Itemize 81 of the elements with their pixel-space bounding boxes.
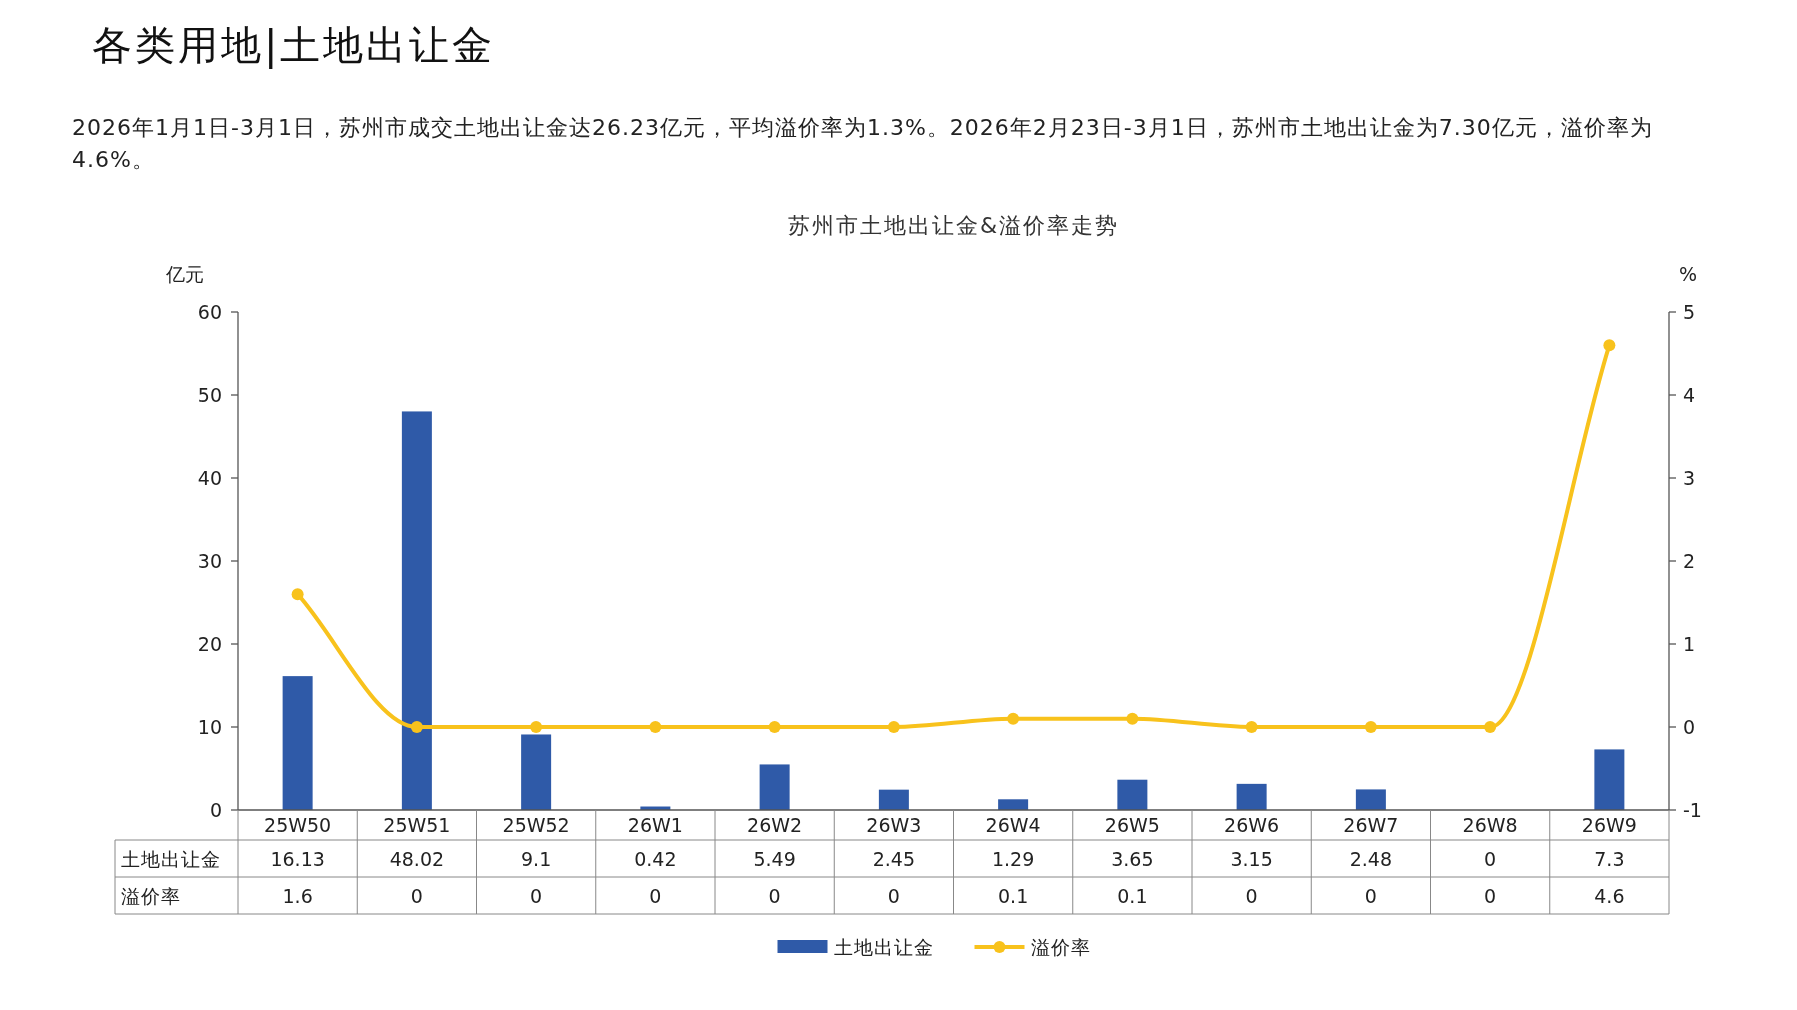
y2-tick-label: 2 (1683, 550, 1696, 572)
x-tick-label: 25W50 (264, 814, 332, 836)
data-label: 5.49 (753, 848, 796, 870)
data-label: 48.02 (389, 848, 445, 870)
bar (1236, 783, 1267, 810)
y-tick-label: 20 (197, 633, 222, 655)
point (649, 721, 662, 733)
x-tick-label: 26W2 (747, 814, 803, 836)
x-tick-label: 26W3 (866, 814, 922, 836)
data-label: 0 (649, 885, 662, 907)
data-label: 0 (768, 885, 781, 907)
y-tick-label: 30 (197, 550, 222, 572)
legend-label: 溢价率 (1030, 936, 1091, 958)
x-tick-label: 26W7 (1343, 814, 1399, 836)
y-tick-label: 50 (197, 384, 222, 406)
bar (1355, 789, 1386, 810)
bar (401, 411, 432, 810)
data-label: 4.6 (1594, 885, 1625, 907)
y-tick-label: 40 (197, 467, 222, 489)
data-label: 0 (1245, 885, 1258, 907)
data-label: 2.45 (872, 848, 916, 870)
point (530, 721, 543, 733)
data-label: 9.1 (521, 848, 552, 870)
x-tick-label: 26W9 (1581, 814, 1637, 836)
data-label: 0 (1364, 885, 1377, 907)
data-label: 16.13 (270, 848, 325, 870)
chart-title: 苏州市土地出让金&溢价率走势 (787, 213, 1120, 238)
y-tick-label: 10 (197, 716, 222, 738)
x-tick-label: 25W51 (383, 814, 451, 836)
point (291, 588, 304, 601)
point (1245, 721, 1258, 733)
point (1007, 712, 1020, 725)
y2-tick-label: 4 (1683, 384, 1696, 406)
point (1364, 721, 1377, 733)
y2-tick-label: 3 (1683, 467, 1696, 489)
data-label: 0.1 (1117, 885, 1148, 907)
bar (1594, 749, 1625, 810)
x-tick-label: 26W5 (1104, 814, 1160, 836)
data-label: 1.6 (282, 885, 313, 907)
y2-axis-title: % (1678, 263, 1698, 285)
data-label: 3.65 (1111, 848, 1154, 870)
x-tick-label: 26W6 (1224, 814, 1280, 836)
text: 土地出让金 (121, 848, 221, 870)
point (768, 721, 781, 733)
bar (1117, 779, 1148, 810)
y-tick-label: 0 (209, 799, 222, 821)
bar (521, 734, 552, 810)
data-label: 0 (887, 885, 900, 907)
x-tick-label: 26W1 (627, 814, 683, 836)
point (1484, 721, 1497, 733)
data-label: 0 (1484, 885, 1497, 907)
y2-tick-label: -1 (1683, 799, 1702, 821)
y2-tick-label: 0 (1683, 716, 1696, 738)
point (1126, 712, 1139, 725)
data-label: 0.1 (998, 885, 1029, 907)
bar (998, 799, 1029, 810)
heading: 各类用地|土地出让金 (92, 21, 496, 71)
legend-label: 土地出让金 (833, 936, 934, 958)
y2-tick-label: 1 (1683, 633, 1696, 655)
data-label: 7.3 (1594, 848, 1625, 870)
x-tick-label: 26W4 (985, 814, 1041, 836)
data-label: 0 (530, 885, 543, 907)
data-label: 1.29 (991, 848, 1035, 870)
y2-tick-label: 5 (1683, 301, 1696, 323)
bar (282, 676, 313, 810)
x-tick-label: 26W8 (1462, 814, 1518, 836)
point (410, 721, 423, 733)
bar (878, 789, 909, 810)
data-label: 3.15 (1230, 848, 1273, 870)
point (1603, 339, 1616, 352)
data-label: 2.48 (1349, 848, 1393, 870)
y-tick-label: 60 (197, 301, 222, 323)
text: 溢价率 (121, 885, 181, 907)
point (887, 721, 900, 733)
data-label: 0 (1484, 848, 1497, 870)
bar (759, 764, 790, 810)
data-label: 0 (410, 885, 423, 907)
y-axis-title: 亿元 (165, 263, 204, 285)
x-tick-label: 25W52 (502, 814, 570, 836)
data-label: 0.42 (634, 848, 677, 870)
text: 2026年1月1日-3月1日，苏州市成交土地出让金达26.23亿元，平均溢价率为1.3%。2026年2月23日-3月1日，苏州市土地出让金为7.30亿元，溢价率为4.6%。 (72, 114, 1654, 174)
